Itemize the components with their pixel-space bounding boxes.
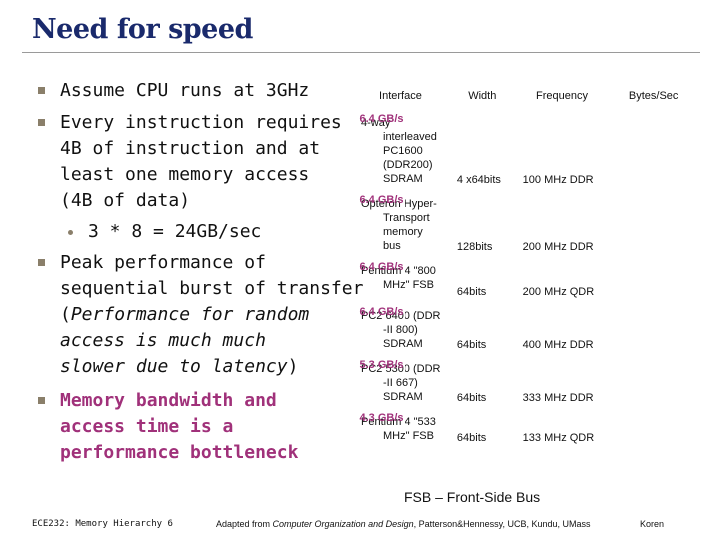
interface-line: MHz" FSB [383,279,434,291]
bullet-line: (Performance for random [60,302,350,328]
bullet-line: performance bottleneck [60,442,299,463]
bullet-line: sequential burst of transfer [60,278,364,299]
bullet-line: access is much much [60,328,350,354]
sub-bullet-text: 3 * 8 = 24GB/sec [88,221,262,242]
emphasis-text: slower due to latency [60,356,288,377]
interface-line: PC2 5300 (DDR [361,363,441,375]
header-width: Width [447,80,517,112]
credit-suffix: , Patterson&Hennessy, UCB, Kundu, UMass [413,519,591,529]
interface-line: 4-way [361,117,391,129]
cell-interface: PC2 6400 (DDR -II 800) SDRAM [352,304,449,358]
header-interface: Interface [352,80,449,112]
square-bullet-icon [38,119,45,126]
bullet-line: Peak performance of [60,252,266,273]
cell-width: 64bits [447,410,517,451]
paren-close: ) [287,356,299,377]
cell-frequency: 400 MHz DDR [515,304,609,358]
bullet-text: Assume CPU runs at 3GHz [60,80,310,101]
table-row: PC2 6400 (DDR -II 800) SDRAM 64bits 400 … [352,304,700,358]
square-bullet-icon [38,259,45,266]
interface-line: Transport [383,212,430,224]
bullet-line: Memory bandwidth and [60,390,277,411]
footer-author: Koren [640,519,665,529]
paren-open: ( [60,304,71,325]
interface-line: -II 800) [383,324,418,336]
cell-bytes: 6.4 GB/s [352,112,405,132]
memory-bandwidth-table: Interface Width Frequency Bytes/Sec 4-wa… [352,80,700,451]
cell-frequency: 200 MHz DDR [515,192,609,260]
bullet-text: Every instruction requires 4B of instruc… [60,110,350,214]
slide-title: Need for speed [32,14,253,45]
cell-width: 128bits [447,192,517,260]
credit-prefix: Adapted from [216,519,273,529]
cell-width: 64bits [447,304,517,358]
interface-line: Pentium 4 "533 [361,416,436,428]
table-row: PC2 5300 (DDR -II 667) SDRAM 64bits 333 … [352,357,700,411]
interface-line: memory [383,226,423,238]
interface-line: Opteron Hyper- [361,198,437,210]
cell-interface: Opteron Hyper- Transport memory bus [352,192,449,260]
interface-line: PC2 6400 (DDR [361,310,441,322]
table-caption: FSB – Front-Side Bus [404,489,541,505]
table-row: Pentium 4 "533 MHz" FSB 64bits 133 MHz Q… [352,410,700,451]
cell-width: 64bits [447,357,517,411]
credit-book-title: Computer Organization and Design [272,519,414,529]
cell-bytes: 4.3 GB/s [352,410,405,431]
table-header-row: Interface Width Frequency Bytes/Sec [352,80,700,112]
cell-frequency: 333 MHz DDR [515,357,609,411]
interface-line: PC1600 [383,145,423,157]
bullet-text: Peak performance of sequential burst of … [60,250,364,380]
cell-frequency: 100 MHz DDR [515,111,609,193]
table-row: 4-way interleaved PC1600 (DDR200) SDRAM … [352,111,700,193]
emphasis-text: Performance for random [70,304,310,325]
interface-line: SDRAM [383,391,423,403]
interface-line: bus [383,240,401,252]
cell-bytes: 5.3 GB/s [352,357,405,378]
bullet-line: Every instruction requires [60,112,342,133]
title-divider [22,52,700,53]
cell-bytes: 6.4 GB/s [352,259,405,280]
interface-line: Pentium 4 "800 [361,265,436,277]
cell-width: 4 x64bits [447,111,517,193]
bullet-line: slower due to latency) [60,354,350,380]
bullet-line: 4B of instruction and at [60,138,321,159]
cell-bytes: 6.4 GB/s [352,304,405,325]
square-bullet-icon [38,397,45,404]
cell-width: 64bits [447,259,517,305]
table-row: Opteron Hyper- Transport memory bus 128b… [352,192,700,260]
interface-line: (DDR200) [383,159,433,171]
interface-line: SDRAM [383,173,423,185]
table-row: Pentium 4 "800 MHz" FSB 64bits 200 MHz Q… [352,259,700,305]
cell-frequency: 133 MHz QDR [515,410,609,451]
bullet-text: Memory bandwidth and access time is a pe… [60,388,350,466]
bullet-line: (4B of data) [60,190,191,211]
cell-interface: PC2 5300 (DDR -II 667) SDRAM [352,357,449,411]
cell-interface: Pentium 4 "533 MHz" FSB [352,410,449,451]
emphasis-text: access is much much [60,330,266,351]
interface-line: interleaved [383,131,437,143]
round-bullet-icon [68,230,73,235]
square-bullet-icon [38,87,45,94]
cell-interface: 4-way interleaved PC1600 (DDR200) SDRAM [352,111,449,193]
bullet-line: least one memory access [60,164,310,185]
footer-course: ECE232: Memory Hierarchy 6 [32,519,173,529]
header-frequency: Frequency [515,80,609,112]
bullet-line: access time is a [60,416,234,437]
interface-line: MHz" FSB [383,430,434,442]
header-bytes-per-sec: Bytes/Sec [607,80,700,112]
footer-credit: Adapted from Computer Organization and D… [216,519,591,529]
interface-line: -II 667) [383,377,418,389]
cell-frequency: 200 MHz QDR [515,259,609,305]
interface-line: SDRAM [383,338,423,350]
cell-bytes: 6.4 GB/s [352,192,405,213]
